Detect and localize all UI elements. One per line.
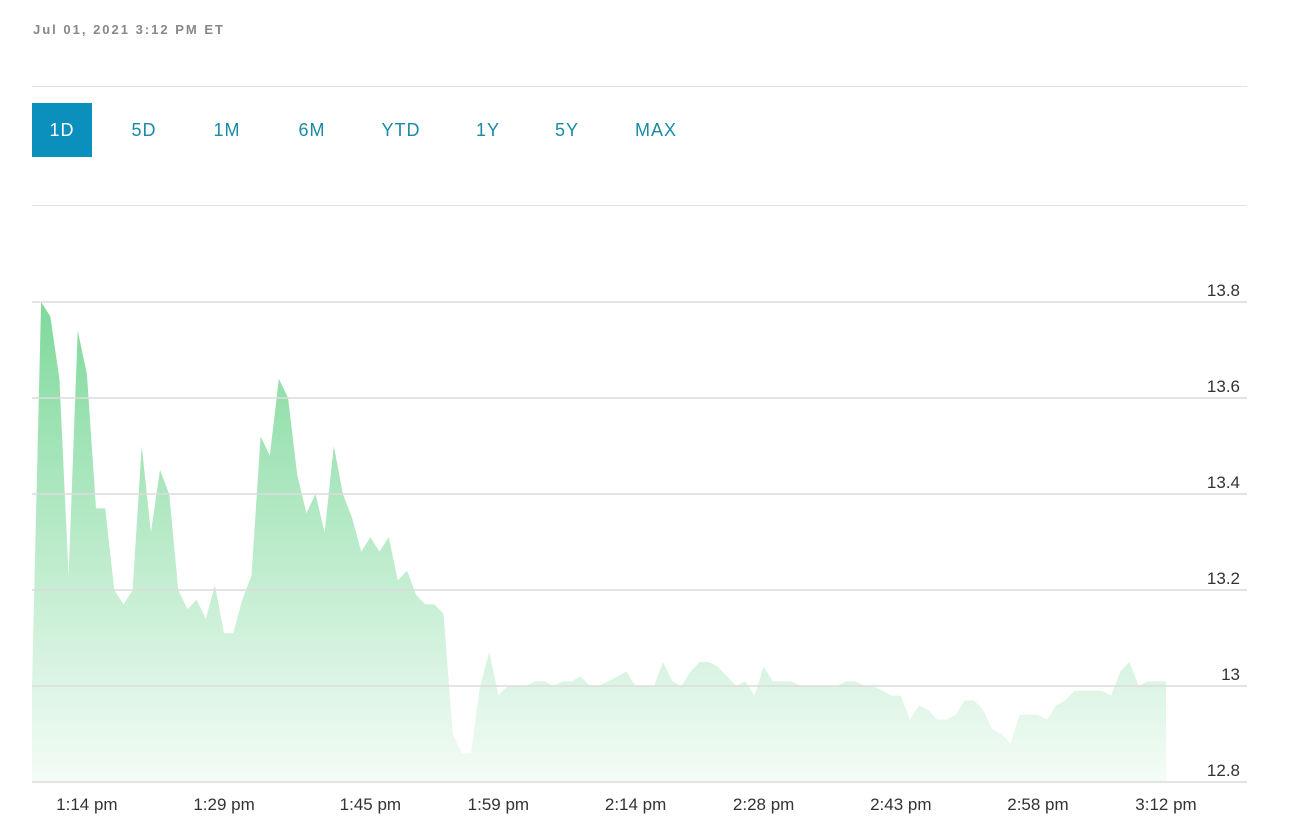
range-tab[interactable]: 6M xyxy=(298,120,326,140)
range-tab[interactable]: YTD xyxy=(381,120,421,140)
timestamp: Jul 01, 2021 3:12 PM ET xyxy=(33,22,225,37)
x-tick-label: 1:14 pm xyxy=(56,795,117,814)
x-tick-label: 3:12 pm xyxy=(1135,795,1196,814)
x-tick-label: 1:59 pm xyxy=(468,795,529,814)
range-tab[interactable]: 5Y xyxy=(554,120,580,140)
x-tick-label: 2:28 pm xyxy=(733,795,794,814)
y-tick-label: 13.2 xyxy=(1207,569,1240,588)
range-tab[interactable]: 1Y xyxy=(475,120,501,140)
range-tab[interactable]: 1D xyxy=(32,103,92,157)
x-tick-label: 2:14 pm xyxy=(605,795,666,814)
divider xyxy=(32,86,1247,87)
x-tick-label: 2:58 pm xyxy=(1007,795,1068,814)
x-tick-label: 1:29 pm xyxy=(193,795,254,814)
y-tick-label: 13.8 xyxy=(1207,281,1240,300)
divider xyxy=(32,205,1247,206)
y-tick-label: 13.6 xyxy=(1207,377,1240,396)
range-tab[interactable]: MAX xyxy=(634,120,677,140)
range-tab[interactable]: 5D xyxy=(131,120,157,140)
price-area xyxy=(32,302,1166,782)
y-tick-label: 13 xyxy=(1221,665,1240,684)
y-tick-label: 13.4 xyxy=(1207,473,1240,492)
y-tick-label: 12.8 xyxy=(1207,761,1240,780)
range-tab[interactable]: 1M xyxy=(213,120,241,140)
x-tick-label: 2:43 pm xyxy=(870,795,931,814)
x-tick-label: 1:45 pm xyxy=(340,795,401,814)
